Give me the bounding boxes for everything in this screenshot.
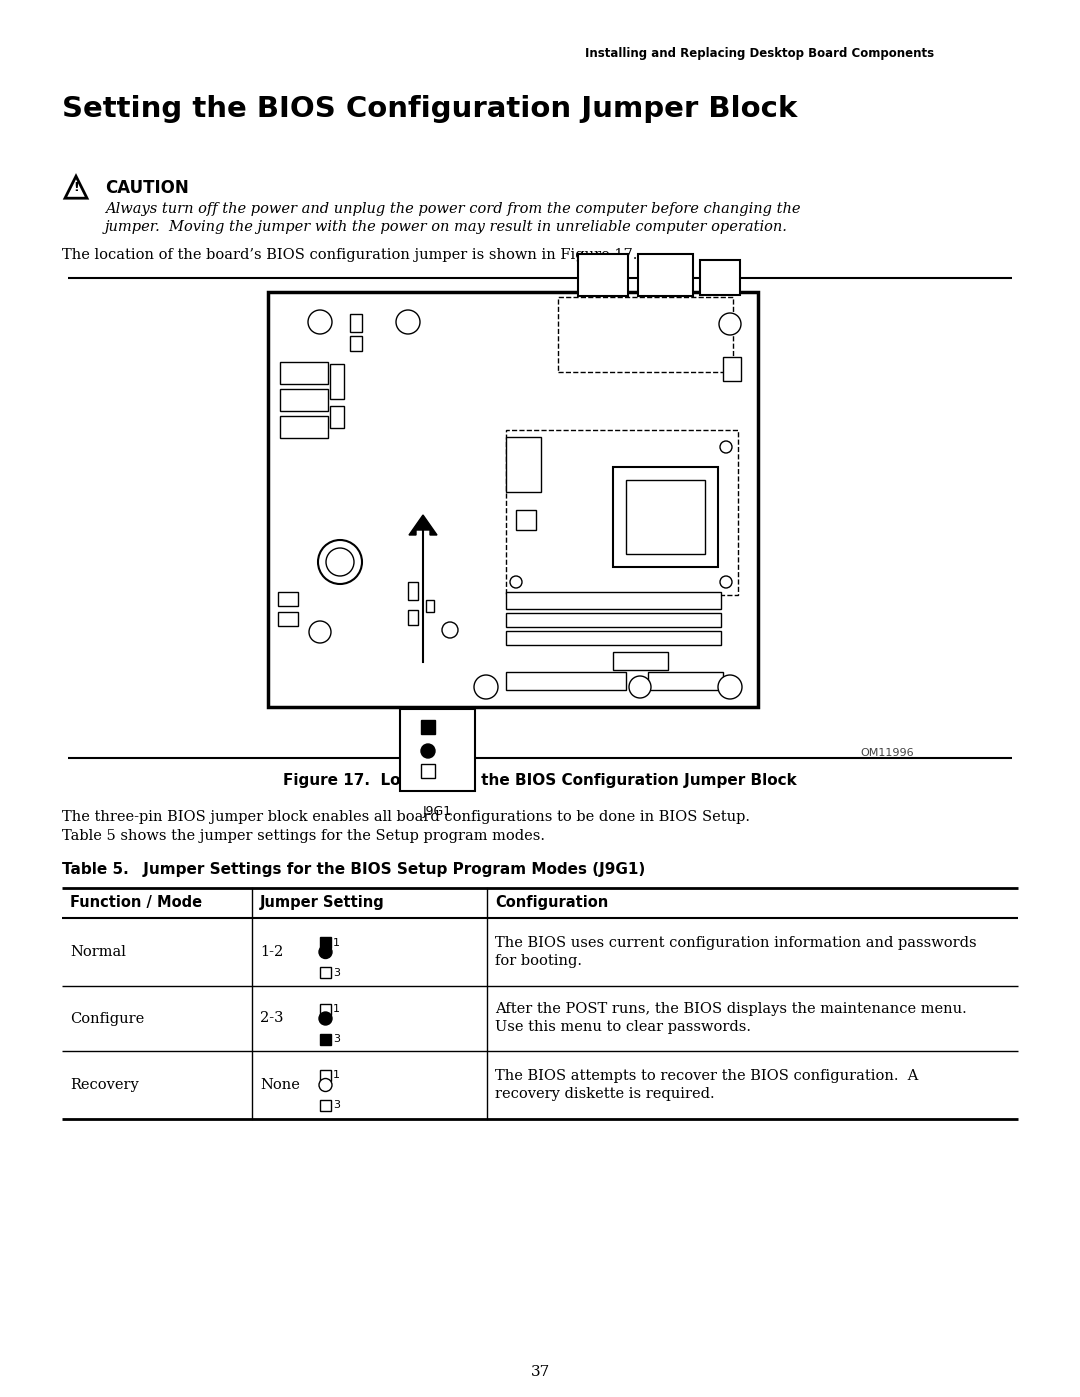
Bar <box>626 481 705 555</box>
Circle shape <box>442 622 458 638</box>
Text: !: ! <box>73 180 79 194</box>
Circle shape <box>474 675 498 698</box>
Text: jumper.  Moving the jumper with the power on may result in unreliable computer o: jumper. Moving the jumper with the power… <box>105 219 788 235</box>
Bar <box>350 314 362 332</box>
Text: 37: 37 <box>530 1365 550 1379</box>
Bar <box>638 254 693 296</box>
Circle shape <box>318 541 362 584</box>
Bar <box>320 1099 330 1111</box>
Bar <box>507 672 626 690</box>
Text: OM11996: OM11996 <box>860 747 914 759</box>
Circle shape <box>309 622 330 643</box>
Bar <box>421 764 435 778</box>
Text: 3: 3 <box>333 1101 340 1111</box>
Text: 1: 1 <box>333 937 340 947</box>
Text: 1-2: 1-2 <box>260 944 283 958</box>
Text: Table 5 shows the jumper settings for the Setup program modes.: Table 5 shows the jumper settings for th… <box>62 828 545 842</box>
Bar <box>421 719 435 733</box>
Circle shape <box>720 576 732 588</box>
FancyArrow shape <box>409 515 437 535</box>
Circle shape <box>319 1078 332 1091</box>
Bar <box>507 592 721 609</box>
Bar <box>700 260 740 295</box>
Circle shape <box>510 576 522 588</box>
Bar <box>426 599 434 612</box>
Bar <box>400 710 475 791</box>
Bar <box>278 592 298 606</box>
Circle shape <box>319 946 332 958</box>
Text: Always turn off the power and unplug the power cord from the computer before cha: Always turn off the power and unplug the… <box>105 203 800 217</box>
Text: Configure: Configure <box>70 1011 145 1025</box>
Circle shape <box>319 1011 332 1025</box>
Text: 2-3: 2-3 <box>260 1011 283 1025</box>
Bar <box>507 430 738 595</box>
Text: The location of the board’s BIOS configuration jumper is shown in Figure 17.: The location of the board’s BIOS configu… <box>62 249 637 263</box>
Bar <box>330 365 345 400</box>
Text: CAUTION: CAUTION <box>105 179 189 197</box>
Text: Figure 17.  Location of the BIOS Configuration Jumper Block: Figure 17. Location of the BIOS Configur… <box>283 773 797 788</box>
Text: Installing and Replacing Desktop Board Components: Installing and Replacing Desktop Board C… <box>585 47 934 60</box>
Circle shape <box>396 310 420 334</box>
Bar <box>558 298 733 372</box>
Bar <box>648 672 723 690</box>
Text: for booting.: for booting. <box>495 954 582 968</box>
Text: 1: 1 <box>333 1004 340 1014</box>
Bar <box>320 1070 330 1081</box>
Bar <box>350 337 362 351</box>
Bar <box>280 362 328 384</box>
Circle shape <box>629 676 651 698</box>
Bar <box>320 1003 330 1014</box>
Text: 3: 3 <box>333 1034 340 1044</box>
Text: recovery diskette is required.: recovery diskette is required. <box>495 1087 715 1101</box>
Text: After the POST runs, the BIOS displays the maintenance menu.: After the POST runs, the BIOS displays t… <box>495 1003 967 1017</box>
Bar <box>578 254 627 296</box>
Bar <box>278 612 298 626</box>
Circle shape <box>326 548 354 576</box>
Bar <box>320 937 330 949</box>
Text: None: None <box>260 1078 300 1092</box>
Text: 3: 3 <box>411 764 419 778</box>
Circle shape <box>421 745 435 759</box>
Text: Normal: Normal <box>70 944 126 958</box>
Circle shape <box>718 675 742 698</box>
Text: Function / Mode: Function / Mode <box>70 895 202 911</box>
Text: The BIOS uses current configuration information and passwords: The BIOS uses current configuration info… <box>495 936 976 950</box>
Circle shape <box>510 441 522 453</box>
Text: Table 5.: Table 5. <box>62 862 129 877</box>
Text: Recovery: Recovery <box>70 1078 138 1092</box>
Bar <box>516 510 536 529</box>
Text: 1: 1 <box>333 1070 340 1080</box>
Text: Setting the BIOS Configuration Jumper Block: Setting the BIOS Configuration Jumper Bl… <box>62 95 797 123</box>
Bar <box>613 467 718 567</box>
Text: 3: 3 <box>333 968 340 978</box>
Circle shape <box>719 313 741 335</box>
Bar <box>408 610 418 624</box>
Bar <box>507 631 721 645</box>
Circle shape <box>308 310 332 334</box>
Bar <box>280 388 328 411</box>
Bar <box>408 583 418 599</box>
Bar <box>330 407 345 427</box>
Bar <box>507 437 541 492</box>
Text: Configuration: Configuration <box>495 895 608 911</box>
Text: Jumper Settings for the BIOS Setup Program Modes (J9G1): Jumper Settings for the BIOS Setup Progr… <box>117 862 645 877</box>
Bar <box>320 1034 330 1045</box>
Bar <box>320 967 330 978</box>
Bar <box>723 358 741 381</box>
Bar <box>613 652 669 671</box>
Text: The BIOS attempts to recover the BIOS configuration.  A: The BIOS attempts to recover the BIOS co… <box>495 1069 918 1083</box>
Circle shape <box>720 441 732 453</box>
Text: Jumper Setting: Jumper Setting <box>260 895 384 911</box>
Text: J9G1: J9G1 <box>423 805 453 819</box>
Text: 1: 1 <box>411 721 419 733</box>
Bar <box>507 613 721 627</box>
Text: Use this menu to clear passwords.: Use this menu to clear passwords. <box>495 1020 751 1035</box>
Bar <box>268 292 758 707</box>
Bar <box>280 416 328 439</box>
Text: The three-pin BIOS jumper block enables all board configurations to be done in B: The three-pin BIOS jumper block enables … <box>62 810 750 824</box>
